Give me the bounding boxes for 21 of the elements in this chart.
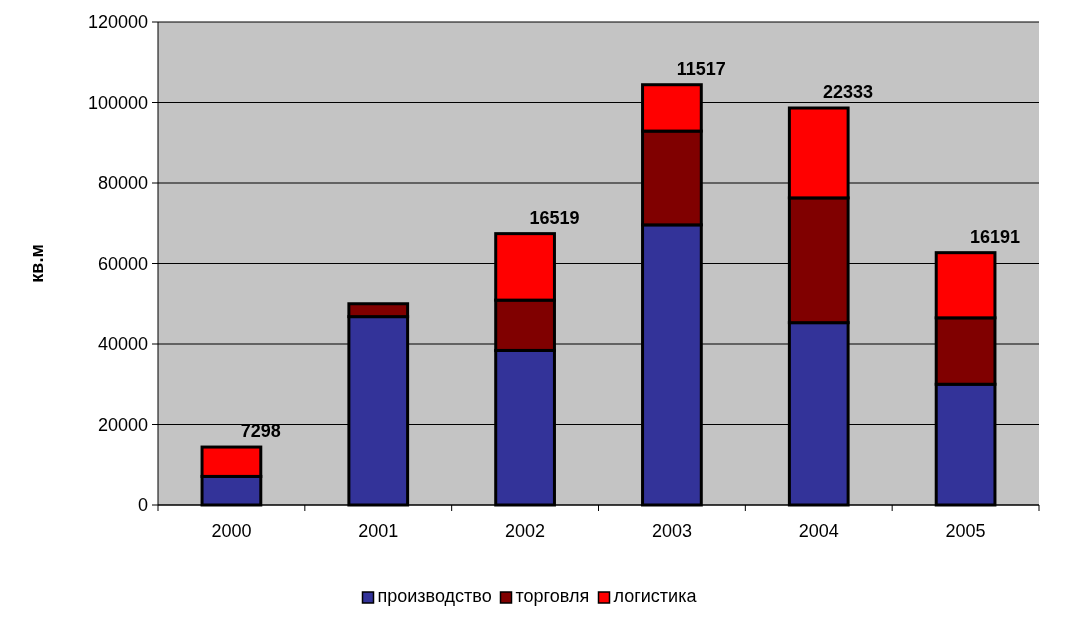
y-tick-label: 60000 bbox=[97, 253, 148, 274]
x-tick-label: 2003 bbox=[651, 521, 692, 541]
data-label: 16191 bbox=[969, 226, 1020, 247]
data-label: 11517 bbox=[676, 58, 726, 79]
y-tick-label: 40000 bbox=[97, 334, 148, 355]
legend-label: торговля bbox=[515, 586, 590, 606]
x-tick-label: 2002 bbox=[505, 521, 546, 541]
x-tick-label: 2005 bbox=[945, 521, 986, 541]
data-label: 22333 bbox=[823, 82, 874, 102]
y-tick-label: 20000 bbox=[97, 414, 148, 435]
x-tick-label: 2000 bbox=[211, 521, 252, 541]
y-tick-label: 80000 bbox=[97, 173, 148, 194]
y-axis-title: кв.м bbox=[27, 244, 47, 283]
legend-label: производство bbox=[377, 586, 492, 606]
y-tick-label: 0 bbox=[137, 495, 148, 516]
x-tick-label: 2001 bbox=[358, 521, 399, 541]
y-tick-label: 100000 bbox=[87, 92, 148, 113]
x-tick-label: 2004 bbox=[798, 521, 839, 541]
legend-label: логистика bbox=[613, 586, 698, 606]
data-label: 16519 bbox=[529, 207, 580, 228]
y-tick-label: 120000 bbox=[87, 12, 148, 33]
